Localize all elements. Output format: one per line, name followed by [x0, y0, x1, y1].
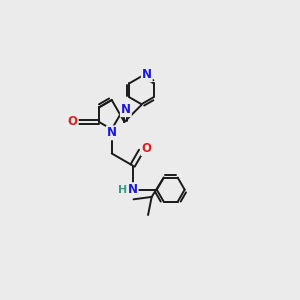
Text: O: O — [141, 142, 152, 155]
Text: N: N — [128, 183, 138, 196]
Text: N: N — [121, 103, 131, 116]
Text: O: O — [68, 116, 78, 128]
Text: N: N — [142, 68, 152, 81]
Text: N: N — [107, 126, 117, 139]
Text: H: H — [118, 185, 127, 195]
